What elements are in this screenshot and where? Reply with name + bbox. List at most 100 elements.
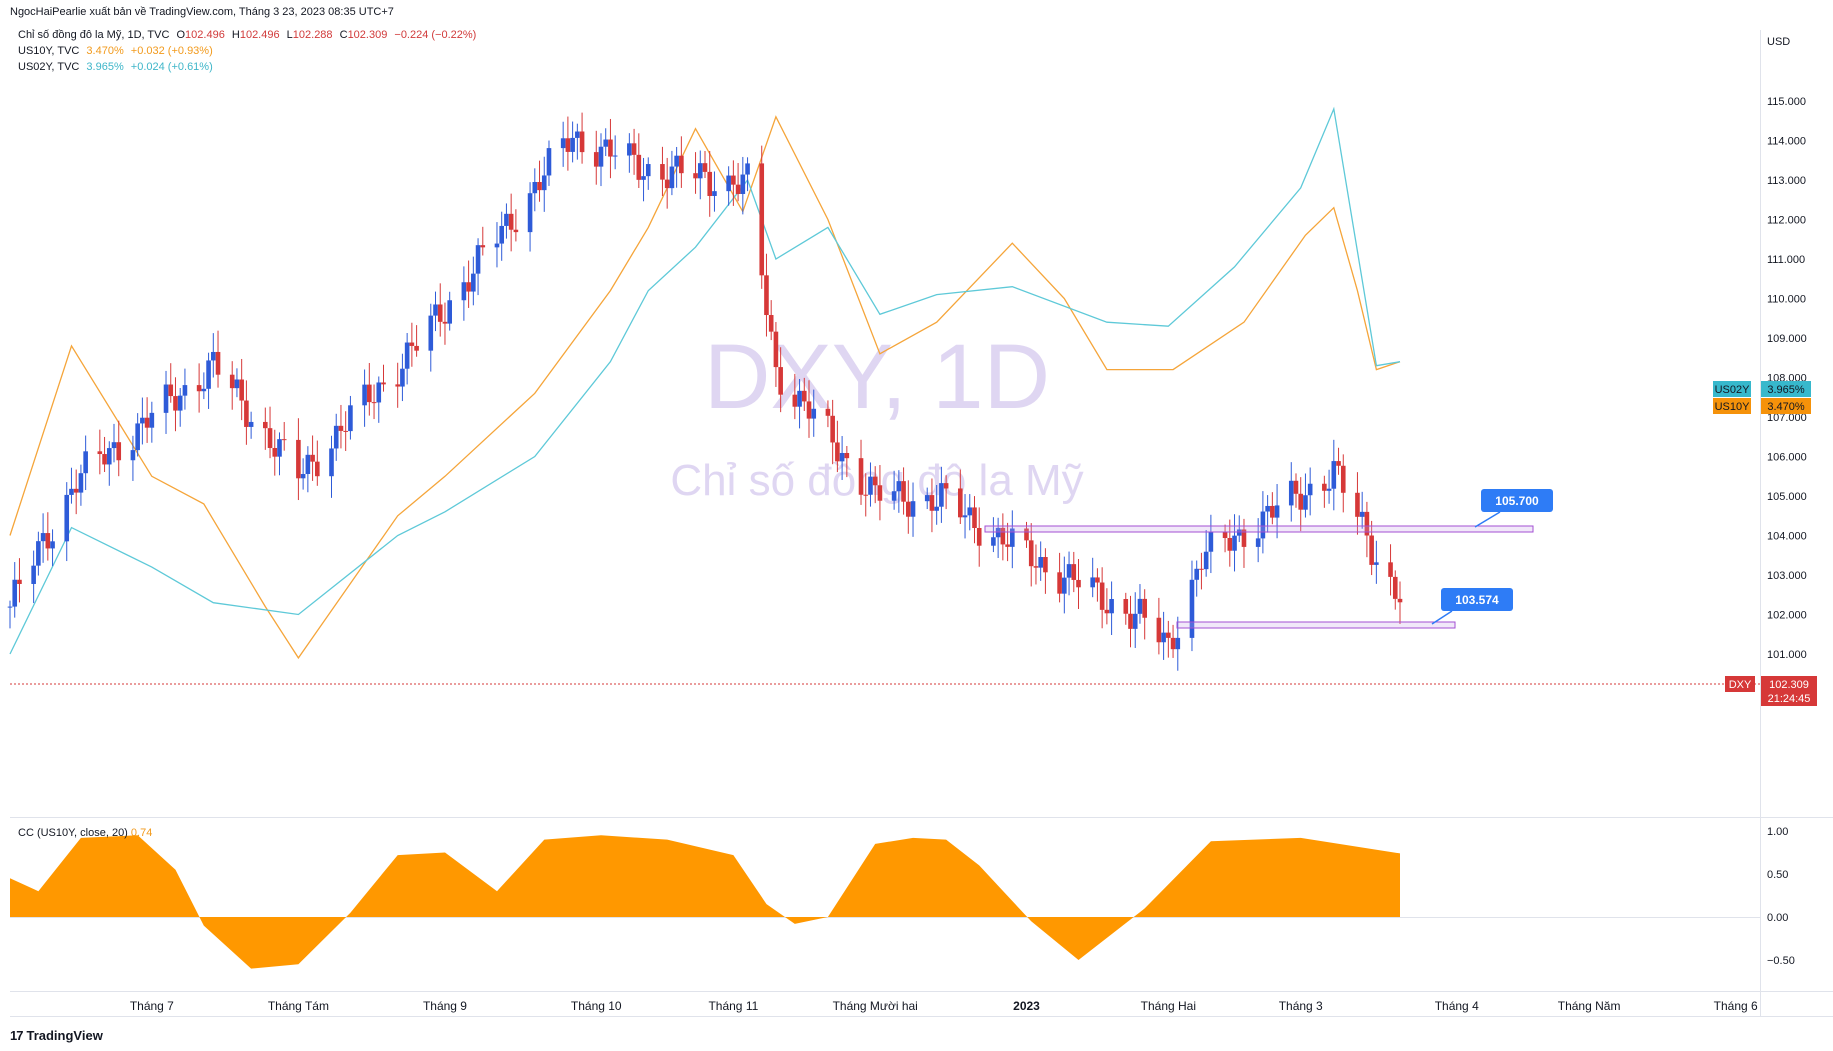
candle — [773, 322, 779, 387]
candle — [707, 151, 713, 217]
candle — [806, 380, 812, 438]
candle — [541, 156, 547, 212]
candle — [1298, 477, 1304, 532]
candle — [78, 464, 84, 506]
callout-103574-label: 103.574 — [1455, 593, 1499, 607]
candle — [702, 151, 708, 178]
candle — [64, 482, 70, 562]
candle — [1236, 515, 1242, 543]
cc-axis-labels[interactable]: 1.00 0.50 0.00 −0.50 — [1767, 826, 1795, 967]
candle — [215, 330, 221, 388]
candle — [69, 467, 74, 504]
candle — [348, 395, 353, 440]
candle — [475, 238, 481, 296]
candle — [1000, 513, 1006, 561]
candle — [36, 531, 41, 576]
candle — [362, 369, 367, 427]
candle — [976, 507, 982, 567]
badge-us10y-value: 3.470% — [1767, 401, 1805, 413]
candle — [1128, 595, 1133, 648]
time-label: 2023 — [1013, 999, 1040, 1013]
price-label: 115.000 — [1767, 96, 1806, 108]
callout-105700[interactable]: 105.700 — [1474, 489, 1553, 528]
candle — [130, 435, 136, 481]
publisher-line: NgocHaiPearlie xuất bản về TradingView.c… — [10, 6, 394, 18]
candle — [7, 600, 13, 629]
candle — [409, 322, 415, 367]
candle — [315, 440, 320, 486]
candle — [641, 157, 646, 202]
candle — [1359, 491, 1365, 529]
support-zone-103574 — [1176, 621, 1456, 629]
candle — [234, 368, 240, 398]
us02y-legend[interactable]: US02Y, TVC 3.965% +0.024 (+0.61%) — [18, 61, 217, 73]
candle — [934, 484, 939, 525]
candle — [844, 445, 850, 478]
candle — [1109, 581, 1114, 636]
badge-us02y-label: US02Y — [1715, 384, 1751, 396]
tradingview-logo-icon: 17 — [10, 1028, 24, 1043]
candle — [73, 469, 79, 515]
candle — [1166, 620, 1171, 658]
candle — [1303, 473, 1308, 518]
candle — [371, 384, 377, 420]
candle — [1005, 522, 1010, 562]
candle — [428, 303, 434, 372]
candle — [116, 420, 122, 477]
candle — [248, 411, 254, 439]
candle — [471, 256, 476, 306]
us10y-line-path — [9, 115, 1401, 660]
candle — [1132, 592, 1138, 648]
badge-us02y-value: 3.965% — [1767, 384, 1805, 396]
cc-legend[interactable]: CC (US10Y, close, 20) 0.74 — [18, 827, 152, 839]
candle — [1326, 469, 1332, 504]
candle — [281, 422, 287, 451]
candle — [546, 140, 552, 186]
candle — [835, 420, 840, 473]
tradingview-footer[interactable]: 17 TradingView — [10, 1028, 103, 1043]
candle — [267, 406, 273, 459]
candle — [627, 133, 632, 173]
candle — [1270, 492, 1275, 525]
candle — [1336, 447, 1341, 475]
candle — [731, 160, 736, 206]
candle — [1322, 475, 1327, 508]
candle — [943, 475, 949, 510]
us02y-value: 3.965% — [86, 61, 124, 73]
price-label: 103.000 — [1767, 570, 1807, 582]
candle — [310, 435, 315, 481]
candle — [338, 404, 344, 449]
candle — [376, 376, 382, 423]
candle — [1123, 592, 1129, 625]
candle — [1355, 472, 1360, 535]
candle — [442, 302, 448, 345]
candle — [759, 145, 765, 289]
time-axis-labels[interactable]: Tháng 7 Tháng Tám Tháng 9 Tháng 10 Tháng 11 T… — [130, 999, 1758, 1013]
candle — [343, 411, 348, 451]
candle — [811, 389, 817, 437]
candle — [962, 494, 968, 539]
us10y-value: 3.470% — [86, 45, 124, 57]
price-axis-labels[interactable]: 115.000 114.000 113.000 112.000 111.000 110.0… — [1767, 96, 1807, 701]
candle — [210, 333, 216, 378]
cc-axis-label: 0.00 — [1767, 912, 1788, 924]
candle — [437, 283, 443, 337]
candle — [1104, 588, 1110, 625]
candle — [575, 123, 580, 160]
dxy-legend-name: Chỉ số đồng đô la Mỹ, 1D, TVC — [18, 29, 170, 41]
candle — [272, 429, 278, 476]
candle — [924, 487, 930, 510]
us10y-legend[interactable]: US10Y, TVC 3.470% +0.032 (+0.93%) — [18, 45, 217, 57]
time-label: Tháng 3 — [1279, 999, 1323, 1013]
candle — [206, 352, 211, 409]
callout-103574[interactable]: 103.574 — [1431, 588, 1513, 625]
dxy-legend[interactable]: Chỉ số đồng đô la Mỹ, 1D, TVC O102.496 H… — [18, 29, 480, 41]
us02y-line — [9, 106, 1401, 655]
dxy-close: C102.309 — [339, 29, 388, 41]
candle — [664, 157, 670, 209]
candle — [300, 458, 306, 490]
candle — [565, 116, 571, 171]
us10y-line — [9, 115, 1401, 660]
candle — [182, 368, 188, 410]
